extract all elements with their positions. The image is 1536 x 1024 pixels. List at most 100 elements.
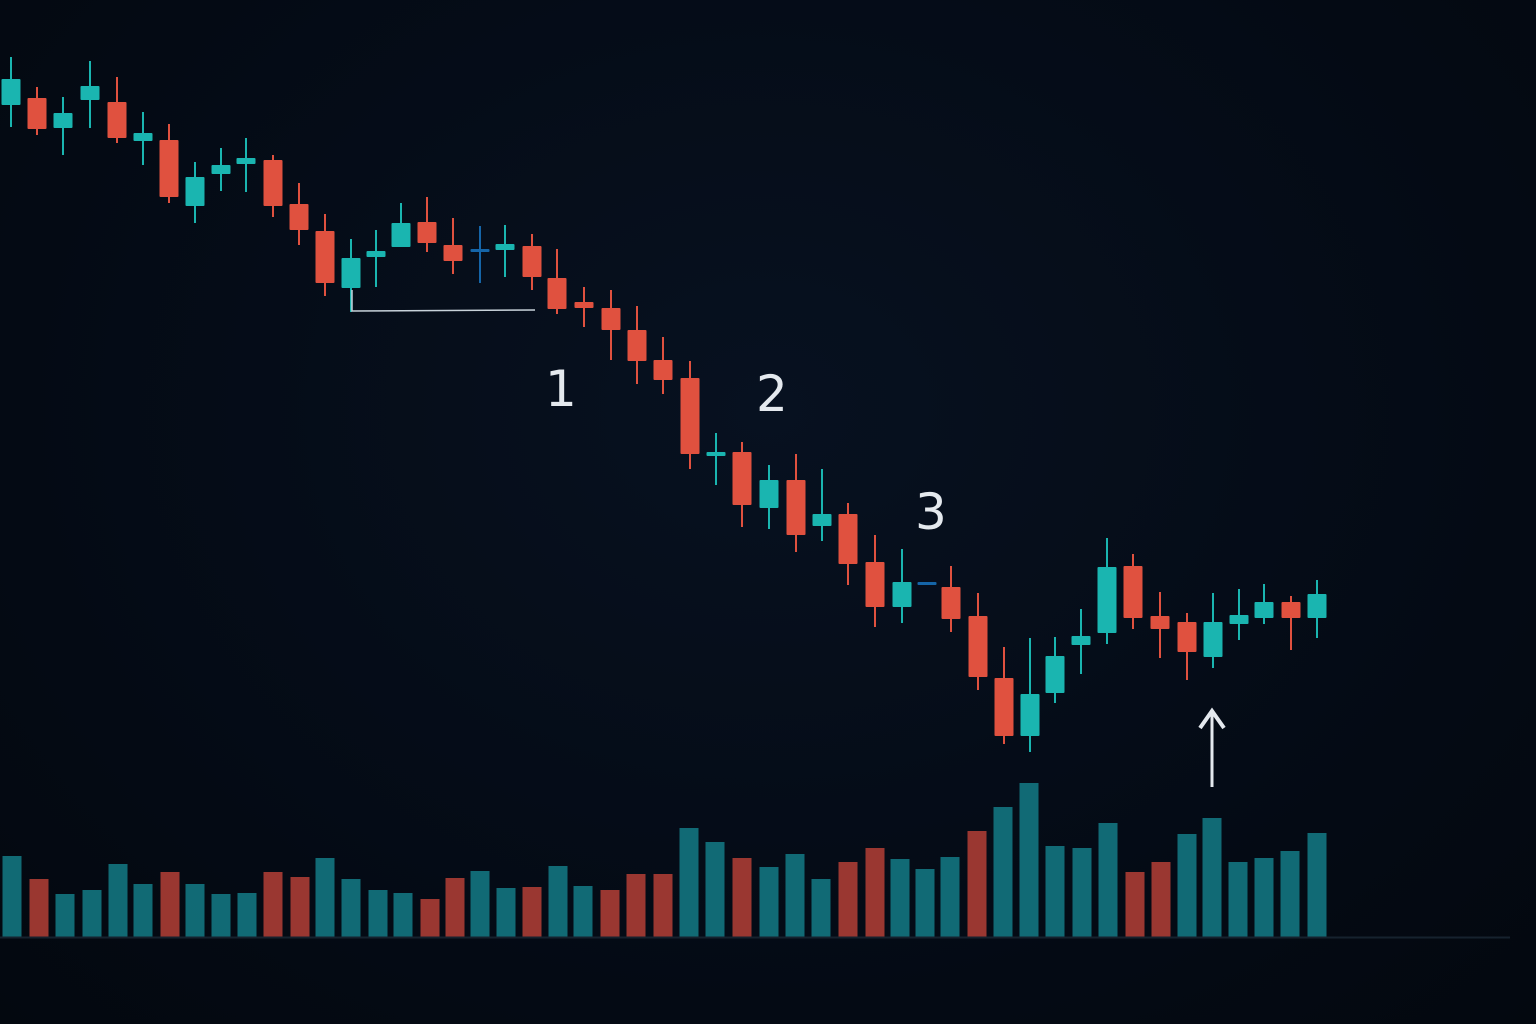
- volume-bar-up: [940, 857, 960, 937]
- candle-up: [1071, 609, 1091, 674]
- volume-bar-up: [915, 869, 935, 937]
- volume-bar-up: [1098, 823, 1118, 937]
- wave-label-2: 2: [756, 365, 788, 423]
- volume-bar-down: [263, 872, 283, 937]
- volume-bar-up: [785, 854, 805, 937]
- volume-bar-down: [1125, 872, 1145, 937]
- volume-bar-up: [368, 890, 388, 937]
- candle-down: [289, 183, 309, 245]
- volume-bar-up: [1045, 846, 1065, 937]
- candle-down: [941, 566, 961, 632]
- candle-up: [1045, 637, 1065, 703]
- candle-up: [1203, 593, 1223, 668]
- candle-up: [495, 225, 515, 277]
- candle-up: [1020, 638, 1040, 752]
- volume-bar-down: [1151, 862, 1171, 937]
- volume-bar-down: [420, 899, 440, 937]
- volume-bar-up: [1254, 858, 1274, 937]
- volume-bar-down: [290, 877, 310, 937]
- candle-down: [263, 155, 283, 217]
- volume-bar-down: [838, 862, 858, 937]
- volume-bar-up: [211, 894, 231, 937]
- candle-up: [366, 230, 386, 287]
- candle-down: [968, 593, 988, 690]
- volume-bar-up: [185, 884, 205, 937]
- arrow-up-icon: [1198, 707, 1226, 787]
- volume-bar-up: [82, 890, 102, 937]
- volume-bar-up: [705, 842, 725, 937]
- volume-bar-up: [1280, 851, 1300, 937]
- candle-up: [892, 549, 912, 623]
- candle-down: [1281, 596, 1301, 650]
- candle-up: [185, 162, 205, 223]
- volume-bar-up: [2, 856, 22, 937]
- volume-bar-up: [548, 866, 568, 937]
- volume-bar-up: [759, 867, 779, 937]
- volume-bar-up: [470, 871, 490, 937]
- volume-bar-up: [315, 858, 335, 937]
- candle-up: [211, 148, 231, 191]
- volume-bar-up: [1072, 848, 1092, 937]
- volume-bar-up: [1019, 783, 1039, 937]
- candle-down: [786, 454, 806, 552]
- candle-down: [1177, 613, 1197, 680]
- volume-bar-up: [679, 828, 699, 937]
- volume-bar-up: [993, 807, 1013, 937]
- volume-bar-up: [108, 864, 128, 937]
- volume-bar-down: [626, 874, 646, 937]
- volume-bar-down: [967, 831, 987, 937]
- candle-up: [812, 469, 832, 541]
- volume-bar-up: [133, 884, 153, 937]
- candle-down: [547, 249, 567, 314]
- annotations: [351, 290, 1226, 787]
- candle-down: [315, 214, 335, 296]
- candle-up: [391, 203, 411, 247]
- volume-bar-down: [600, 890, 620, 937]
- candle-up: [341, 239, 361, 312]
- volume-bar-up: [393, 893, 413, 937]
- candle-neutral: [917, 582, 937, 585]
- candle-neutral: [470, 226, 490, 283]
- candle-down: [417, 197, 437, 252]
- volume-bar-up: [811, 879, 831, 937]
- candle-down: [1150, 592, 1170, 658]
- candle-down: [27, 87, 47, 135]
- volume-bar-down: [653, 874, 673, 937]
- wave-label-1: 1: [545, 360, 577, 418]
- candle-down: [107, 77, 127, 143]
- volume-bars: [2, 783, 1327, 937]
- candle-down: [627, 306, 647, 384]
- candle-up: [236, 138, 256, 192]
- candle-down: [653, 337, 673, 394]
- volume-bar-down: [522, 887, 542, 937]
- candle-down: [732, 442, 752, 527]
- candle-down: [159, 124, 179, 203]
- volume-bar-down: [445, 878, 465, 937]
- candle-up: [53, 97, 73, 155]
- candle-up: [1097, 538, 1117, 644]
- candle-down: [443, 218, 463, 274]
- candle-down: [865, 535, 885, 627]
- volume-bar-down: [865, 848, 885, 937]
- candle-down: [994, 647, 1014, 744]
- wave-label-3: 3: [915, 483, 947, 541]
- candle-down: [680, 361, 700, 469]
- candle-up: [133, 112, 153, 165]
- candle-down: [601, 290, 621, 360]
- candle-up: [80, 61, 100, 128]
- volume-bar-up: [1228, 862, 1248, 937]
- price-candles: [1, 57, 1327, 752]
- volume-bar-up: [341, 879, 361, 937]
- candle-up: [1307, 580, 1327, 638]
- candle-up: [759, 465, 779, 529]
- volume-bar-up: [237, 893, 257, 937]
- volume-bar-up: [496, 888, 516, 937]
- candle-down: [574, 287, 594, 327]
- volume-bar-down: [732, 858, 752, 937]
- support-bracket-line: [351, 290, 536, 312]
- volume-bar-up: [1202, 818, 1222, 937]
- candle-up: [1, 57, 21, 127]
- candle-down: [522, 234, 542, 290]
